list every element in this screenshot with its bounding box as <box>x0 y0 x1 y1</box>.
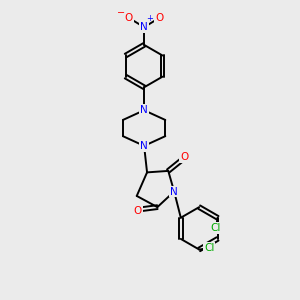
Text: O: O <box>155 13 164 23</box>
Text: +: + <box>146 14 153 23</box>
Text: O: O <box>134 206 142 216</box>
Text: Cl: Cl <box>204 243 215 253</box>
Text: O: O <box>125 13 133 23</box>
Text: −: − <box>117 8 125 18</box>
Text: O: O <box>180 152 188 162</box>
Text: N: N <box>140 22 148 32</box>
Text: Cl: Cl <box>211 223 221 233</box>
Text: N: N <box>140 105 148 115</box>
Text: N: N <box>140 141 148 151</box>
Text: N: N <box>170 187 178 196</box>
